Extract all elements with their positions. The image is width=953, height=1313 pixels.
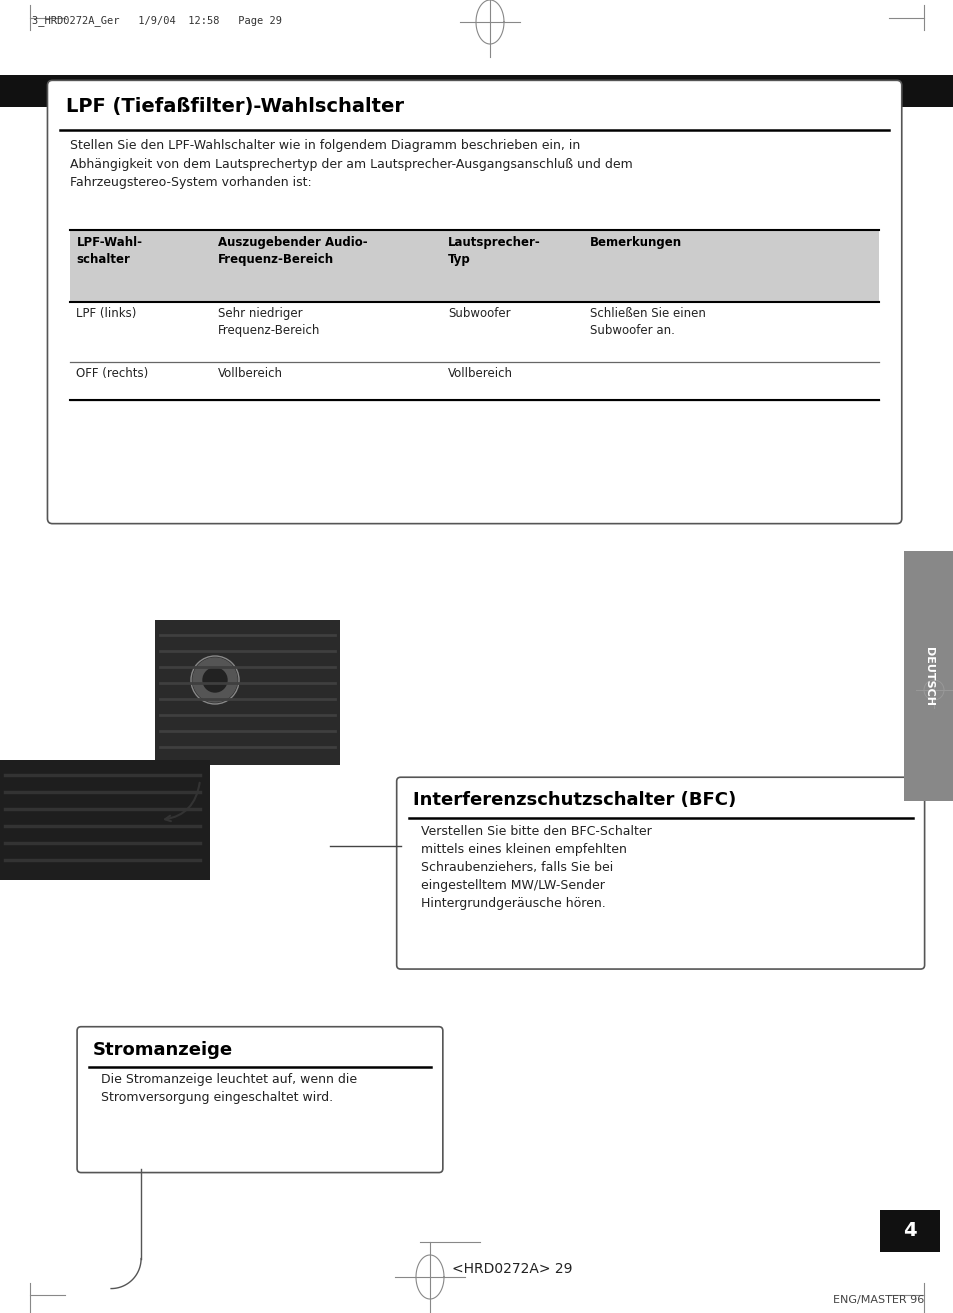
Text: Vollbereich: Vollbereich	[448, 368, 513, 381]
Text: Stromanzeige: Stromanzeige	[93, 1041, 233, 1058]
Bar	[879, 1211, 939, 1253]
FancyBboxPatch shape	[77, 1027, 442, 1173]
Text: OFF (rechts): OFF (rechts)	[76, 368, 149, 381]
Bar	[0, 760, 210, 880]
Bar	[71, 302, 878, 362]
Text: Interferenzschutzschalter (BFC): Interferenzschutzschalter (BFC)	[413, 792, 735, 809]
Text: Lautsprecher-
Typ: Lautsprecher- Typ	[448, 236, 540, 267]
Text: LPF-Wahl-
schalter: LPF-Wahl- schalter	[76, 236, 142, 267]
Text: Stellen Sie den LPF-Wahlschalter wie in folgendem Diagramm beschrieben ein, in
A: Stellen Sie den LPF-Wahlschalter wie in …	[71, 139, 633, 189]
Text: Die Stromanzeige leuchtet auf, wenn die
Stromversorgung eingeschaltet wird.: Die Stromanzeige leuchtet auf, wenn die …	[101, 1073, 356, 1104]
FancyBboxPatch shape	[396, 777, 923, 969]
Text: Vollbereich: Vollbereich	[217, 368, 283, 381]
Text: DEUTSCH: DEUTSCH	[923, 647, 933, 705]
Text: 3_HRD0272A_Ger   1/9/04  12:58   Page 29: 3_HRD0272A_Ger 1/9/04 12:58 Page 29	[32, 14, 282, 26]
Bar	[71, 230, 878, 302]
Circle shape	[193, 658, 236, 702]
Bar	[0, 75, 953, 106]
Text: Bemerkungen: Bemerkungen	[589, 236, 681, 249]
Bar	[903, 551, 953, 801]
Bar	[71, 362, 878, 400]
Text: LPF (Tiefaßfilter)-Wahlschalter: LPF (Tiefaßfilter)-Wahlschalter	[67, 97, 404, 117]
Circle shape	[203, 668, 227, 692]
Text: Auszugebender Audio-
Frequenz-Bereich: Auszugebender Audio- Frequenz-Bereich	[217, 236, 367, 267]
Text: Verstellen Sie bitte den BFC-Schalter
mittels eines kleinen empfehlten
Schrauben: Verstellen Sie bitte den BFC-Schalter mi…	[420, 826, 651, 910]
Text: <HRD0272A> 29: <HRD0272A> 29	[452, 1262, 572, 1276]
FancyBboxPatch shape	[48, 80, 901, 524]
Text: ENG/MASTER 96: ENG/MASTER 96	[832, 1295, 923, 1305]
Text: LPF (links): LPF (links)	[76, 307, 136, 320]
Text: 4: 4	[902, 1221, 916, 1241]
Text: Subwoofer: Subwoofer	[448, 307, 511, 320]
Text: Schließen Sie einen
Subwoofer an.: Schließen Sie einen Subwoofer an.	[589, 307, 705, 337]
Bar	[154, 620, 339, 765]
Text: Sehr niedriger
Frequenz-Bereich: Sehr niedriger Frequenz-Bereich	[217, 307, 320, 337]
